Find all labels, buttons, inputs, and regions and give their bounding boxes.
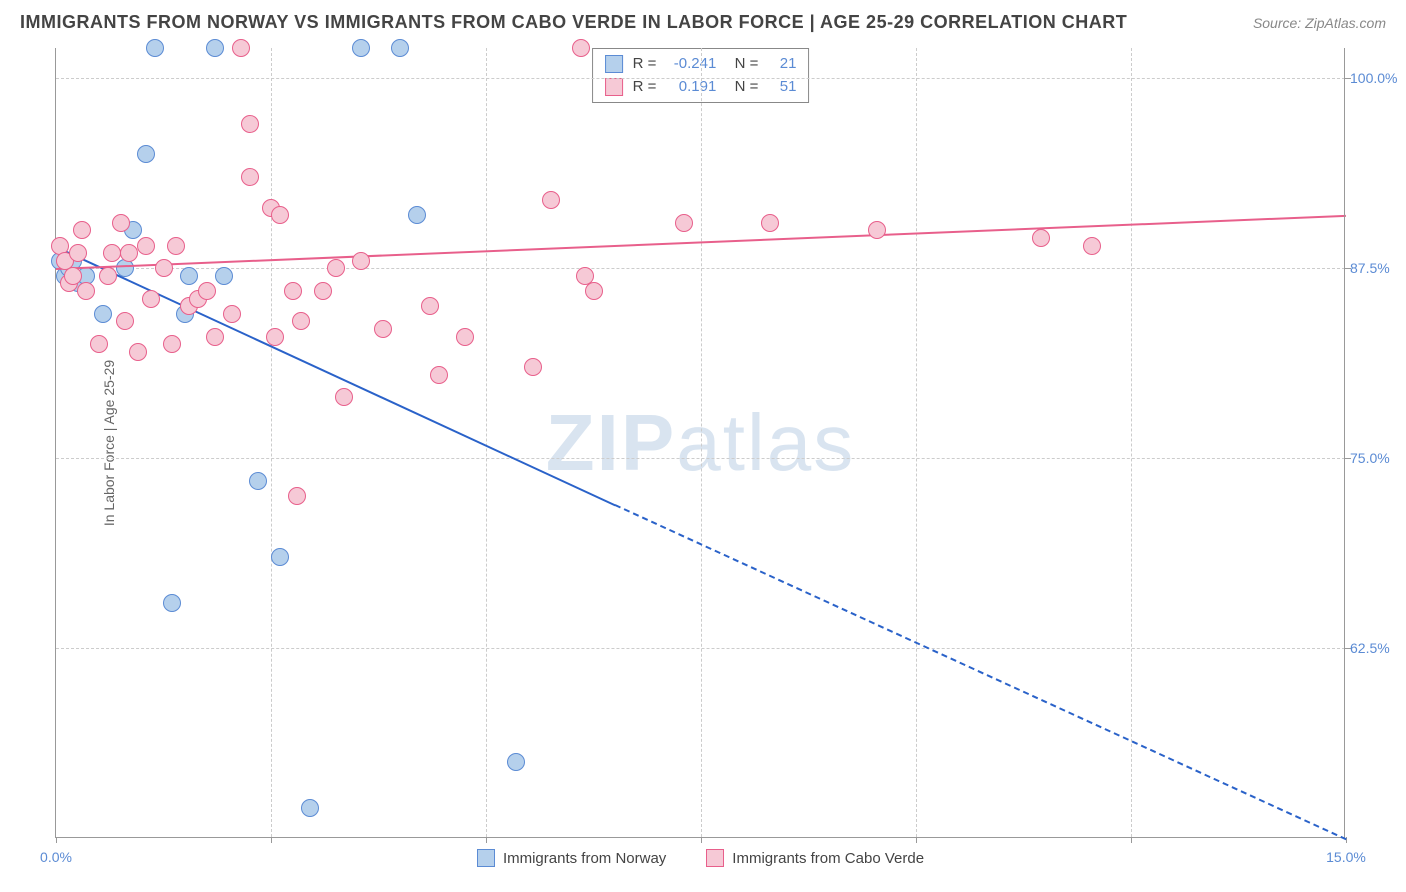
scatter-marker <box>1032 229 1050 247</box>
scatter-marker <box>241 168 259 186</box>
scatter-marker <box>585 282 603 300</box>
scatter-marker <box>288 487 306 505</box>
scatter-marker <box>524 358 542 376</box>
n-value: 21 <box>768 53 796 76</box>
swatch-icon <box>477 849 495 867</box>
scatter-marker <box>456 328 474 346</box>
legend-label: Immigrants from Cabo Verde <box>732 850 924 867</box>
swatch-icon <box>706 849 724 867</box>
scatter-marker <box>163 594 181 612</box>
plot-area: ZIPatlas In Labor Force | Age 25-29 R = … <box>55 48 1345 838</box>
scatter-marker <box>137 145 155 163</box>
ytick-label: 75.0% <box>1350 450 1400 466</box>
xtick-label: 0.0% <box>40 849 72 865</box>
scatter-marker <box>408 206 426 224</box>
scatter-marker <box>206 328 224 346</box>
scatter-marker <box>116 312 134 330</box>
scatter-marker <box>327 259 345 277</box>
scatter-marker <box>352 252 370 270</box>
scatter-marker <box>271 548 289 566</box>
chart-title: IMMIGRANTS FROM NORWAY VS IMMIGRANTS FRO… <box>20 12 1127 33</box>
scatter-marker <box>761 214 779 232</box>
scatter-marker <box>129 343 147 361</box>
r-value: -0.241 <box>666 53 716 76</box>
scatter-marker <box>198 282 216 300</box>
scatter-marker <box>137 237 155 255</box>
source-label: Source: ZipAtlas.com <box>1253 15 1386 31</box>
scatter-marker <box>103 244 121 262</box>
ytick-label: 87.5% <box>1350 260 1400 276</box>
scatter-marker <box>1083 237 1101 255</box>
scatter-marker <box>572 39 590 57</box>
scatter-marker <box>391 39 409 57</box>
scatter-marker <box>542 191 560 209</box>
scatter-marker <box>180 267 198 285</box>
trend-line-dashed <box>615 504 1347 840</box>
scatter-marker <box>374 320 392 338</box>
vgrid <box>271 48 272 837</box>
r-label: R = <box>633 53 657 76</box>
scatter-marker <box>73 221 91 239</box>
vgrid <box>701 48 702 837</box>
legend-item: Immigrants from Norway <box>477 849 666 867</box>
scatter-marker <box>292 312 310 330</box>
scatter-marker <box>167 237 185 255</box>
swatch-icon <box>605 78 623 96</box>
scatter-marker <box>223 305 241 323</box>
scatter-marker <box>232 39 250 57</box>
scatter-marker <box>675 214 693 232</box>
series-legend: Immigrants from Norway Immigrants from C… <box>56 849 1345 867</box>
scatter-marker <box>430 366 448 384</box>
scatter-marker <box>99 267 117 285</box>
scatter-marker <box>507 753 525 771</box>
scatter-marker <box>146 39 164 57</box>
scatter-marker <box>271 206 289 224</box>
vgrid <box>916 48 917 837</box>
scatter-marker <box>241 115 259 133</box>
scatter-marker <box>116 259 134 277</box>
scatter-marker <box>69 244 87 262</box>
scatter-marker <box>301 799 319 817</box>
swatch-icon <box>605 55 623 73</box>
vgrid <box>486 48 487 837</box>
scatter-marker <box>64 267 82 285</box>
legend-label: Immigrants from Norway <box>503 850 666 867</box>
scatter-marker <box>352 39 370 57</box>
scatter-marker <box>90 335 108 353</box>
scatter-marker <box>163 335 181 353</box>
scatter-marker <box>284 282 302 300</box>
scatter-marker <box>206 39 224 57</box>
scatter-marker <box>335 388 353 406</box>
scatter-marker <box>77 282 95 300</box>
scatter-marker <box>112 214 130 232</box>
xtick-label: 15.0% <box>1326 849 1366 865</box>
scatter-marker <box>215 267 233 285</box>
scatter-marker <box>94 305 112 323</box>
scatter-marker <box>421 297 439 315</box>
scatter-marker <box>314 282 332 300</box>
y-axis-label: In Labor Force | Age 25-29 <box>101 359 117 525</box>
vgrid <box>1131 48 1132 837</box>
scatter-marker <box>142 290 160 308</box>
legend-item: Immigrants from Cabo Verde <box>706 849 924 867</box>
ytick-label: 100.0% <box>1350 70 1400 86</box>
scatter-marker <box>155 259 173 277</box>
ytick-label: 62.5% <box>1350 640 1400 656</box>
scatter-marker <box>266 328 284 346</box>
scatter-marker <box>249 472 267 490</box>
scatter-marker <box>120 244 138 262</box>
n-label: N = <box>726 53 758 76</box>
scatter-marker <box>868 221 886 239</box>
